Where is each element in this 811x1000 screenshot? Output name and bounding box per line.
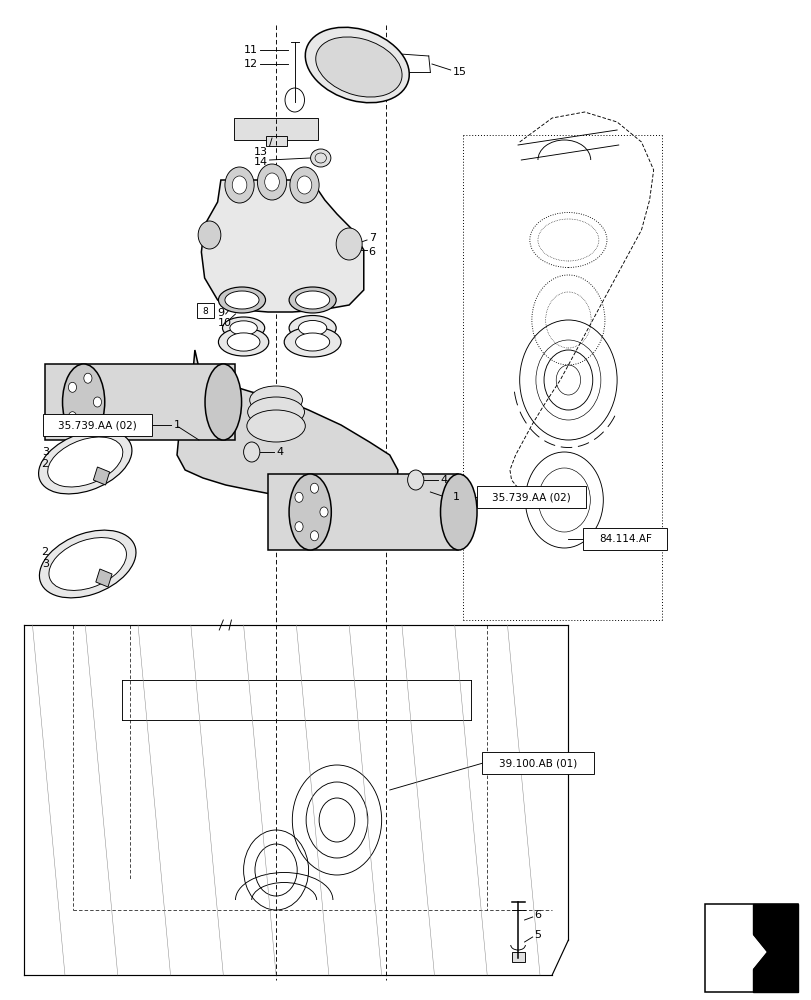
Circle shape bbox=[93, 397, 101, 407]
Circle shape bbox=[232, 176, 247, 194]
Bar bbox=[45, 364, 234, 440]
Text: 12: 12 bbox=[244, 59, 258, 69]
Text: 7: 7 bbox=[368, 233, 375, 243]
Ellipse shape bbox=[440, 474, 477, 550]
FancyBboxPatch shape bbox=[43, 414, 152, 436]
Circle shape bbox=[264, 173, 279, 191]
Ellipse shape bbox=[49, 538, 127, 590]
Polygon shape bbox=[714, 927, 765, 977]
Ellipse shape bbox=[48, 437, 122, 487]
Bar bbox=[512, 952, 524, 962]
Text: 9: 9 bbox=[217, 308, 225, 318]
FancyBboxPatch shape bbox=[477, 486, 586, 508]
Ellipse shape bbox=[250, 386, 303, 414]
Circle shape bbox=[294, 492, 303, 502]
Text: 2: 2 bbox=[41, 459, 49, 469]
Bar bbox=[268, 474, 457, 550]
Ellipse shape bbox=[289, 287, 336, 313]
Circle shape bbox=[297, 176, 311, 194]
Ellipse shape bbox=[247, 397, 304, 427]
FancyBboxPatch shape bbox=[481, 752, 594, 774]
Ellipse shape bbox=[247, 410, 305, 442]
Circle shape bbox=[84, 421, 92, 431]
Circle shape bbox=[198, 221, 221, 249]
Text: 84.114.AF: 84.114.AF bbox=[598, 534, 651, 544]
Circle shape bbox=[68, 412, 76, 422]
Bar bbox=[704, 904, 797, 992]
Text: 4: 4 bbox=[440, 475, 447, 485]
Ellipse shape bbox=[40, 530, 135, 598]
Circle shape bbox=[225, 167, 254, 203]
Ellipse shape bbox=[315, 37, 401, 97]
Ellipse shape bbox=[305, 27, 409, 103]
Ellipse shape bbox=[39, 430, 131, 494]
Bar bbox=[266, 136, 286, 146]
Text: 11: 11 bbox=[244, 45, 258, 55]
Text: 3: 3 bbox=[41, 559, 49, 569]
Text: 1: 1 bbox=[174, 420, 181, 430]
FancyBboxPatch shape bbox=[197, 303, 213, 318]
Text: 2: 2 bbox=[41, 547, 49, 557]
Ellipse shape bbox=[289, 474, 331, 550]
Text: 39.100.AB (01): 39.100.AB (01) bbox=[498, 758, 577, 768]
Polygon shape bbox=[201, 180, 363, 312]
Ellipse shape bbox=[295, 333, 329, 351]
Text: 3: 3 bbox=[41, 447, 49, 457]
Circle shape bbox=[243, 442, 260, 462]
Text: 6: 6 bbox=[368, 247, 375, 257]
Circle shape bbox=[294, 522, 303, 532]
Circle shape bbox=[336, 228, 362, 260]
FancyBboxPatch shape bbox=[582, 528, 667, 550]
Circle shape bbox=[68, 382, 76, 392]
Ellipse shape bbox=[298, 320, 326, 336]
Ellipse shape bbox=[222, 317, 264, 339]
Ellipse shape bbox=[295, 291, 329, 309]
Ellipse shape bbox=[284, 327, 341, 357]
FancyBboxPatch shape bbox=[234, 118, 318, 140]
Bar bbox=[753, 904, 797, 992]
Circle shape bbox=[310, 483, 318, 493]
Text: 15: 15 bbox=[453, 67, 466, 77]
Text: 8: 8 bbox=[202, 306, 208, 316]
Text: 13: 13 bbox=[254, 147, 268, 157]
Circle shape bbox=[290, 167, 319, 203]
Text: 1: 1 bbox=[452, 492, 459, 502]
Polygon shape bbox=[96, 569, 112, 587]
Ellipse shape bbox=[225, 291, 259, 309]
Ellipse shape bbox=[218, 287, 265, 313]
Polygon shape bbox=[93, 467, 109, 485]
Ellipse shape bbox=[204, 364, 242, 440]
Circle shape bbox=[320, 507, 328, 517]
Circle shape bbox=[407, 470, 423, 490]
Text: 35.739.AA (02): 35.739.AA (02) bbox=[492, 492, 570, 502]
Text: 5: 5 bbox=[534, 930, 541, 940]
Ellipse shape bbox=[218, 328, 268, 356]
Text: 35.739.AA (02): 35.739.AA (02) bbox=[58, 420, 136, 430]
Polygon shape bbox=[177, 350, 397, 510]
Ellipse shape bbox=[310, 149, 331, 167]
Ellipse shape bbox=[230, 321, 257, 335]
Text: 14: 14 bbox=[254, 157, 268, 167]
Ellipse shape bbox=[62, 364, 105, 440]
Ellipse shape bbox=[227, 333, 260, 351]
Ellipse shape bbox=[289, 316, 336, 340]
Text: 4: 4 bbox=[276, 447, 283, 457]
Circle shape bbox=[310, 531, 318, 541]
Circle shape bbox=[257, 164, 286, 200]
Text: 10: 10 bbox=[217, 318, 231, 328]
Circle shape bbox=[84, 373, 92, 383]
Text: 6: 6 bbox=[534, 910, 541, 920]
